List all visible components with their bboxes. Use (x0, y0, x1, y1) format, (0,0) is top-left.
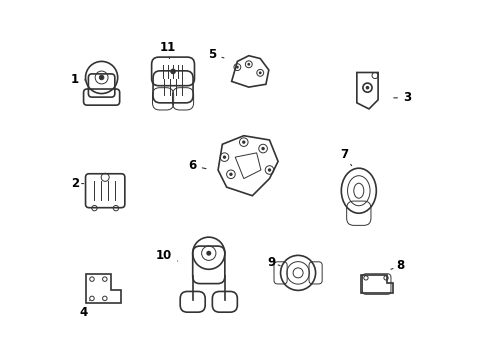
Circle shape (235, 66, 238, 68)
Circle shape (223, 156, 226, 159)
Text: 5: 5 (208, 49, 224, 62)
Text: 11: 11 (159, 41, 176, 59)
Text: 7: 7 (340, 148, 351, 166)
Circle shape (267, 168, 271, 172)
Circle shape (170, 68, 176, 74)
Circle shape (229, 172, 232, 176)
Circle shape (261, 147, 264, 150)
Text: 4: 4 (80, 300, 89, 319)
Circle shape (242, 140, 245, 144)
Circle shape (247, 63, 250, 66)
Text: 3: 3 (393, 91, 410, 104)
Text: 10: 10 (156, 248, 177, 261)
Circle shape (206, 251, 211, 256)
Text: 6: 6 (188, 159, 205, 172)
Circle shape (99, 75, 103, 80)
Text: 8: 8 (390, 259, 403, 272)
Circle shape (258, 71, 261, 74)
Circle shape (365, 86, 368, 90)
Text: 1: 1 (71, 73, 84, 86)
Text: 2: 2 (71, 177, 83, 190)
Text: 9: 9 (266, 256, 280, 269)
